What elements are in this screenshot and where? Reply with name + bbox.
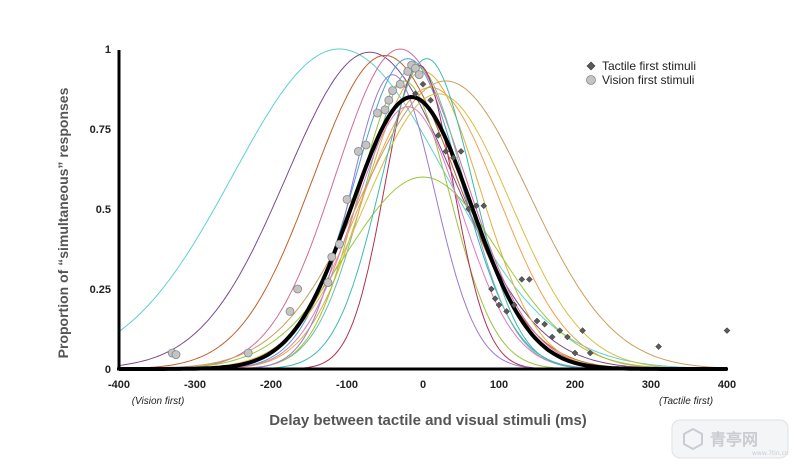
- x-tick-label: 300: [642, 379, 660, 391]
- vision-first-point: [285, 306, 295, 316]
- tactile-first-point: [427, 96, 434, 104]
- tactile-first-point: [488, 285, 495, 293]
- tactile-first-point: [518, 276, 526, 283]
- tactile-first-point: [571, 349, 579, 357]
- tactile-first-point: [434, 132, 442, 139]
- subject-fit-curve-7: [119, 70, 727, 370]
- subject-fit-curve-2: [118, 51, 727, 370]
- tactile-first-point: [586, 349, 594, 357]
- y-tick-label: 0: [105, 364, 111, 376]
- vision-first-point: [327, 252, 337, 262]
- mean-fit-curve: [119, 94, 727, 371]
- legend-label-vision: Vision first stimuli: [602, 73, 694, 87]
- watermark-logo-icon: [683, 427, 703, 451]
- tactile-first-point: [510, 301, 518, 309]
- data-points: [167, 60, 731, 360]
- legend-circle-marker: [586, 75, 596, 85]
- vision-first-point: [403, 67, 413, 76]
- watermark: 青亭网 www.7tin.cn: [671, 419, 789, 459]
- x-tick-label: -300: [184, 379, 206, 391]
- x-tick-label: -100: [336, 379, 358, 391]
- vision-first-point: [323, 278, 333, 288]
- x-tick-label: 200: [566, 379, 584, 391]
- y-tick-label: 0.75: [90, 124, 111, 136]
- x-tick-label: -400: [108, 379, 130, 391]
- tactile-first-point: [472, 202, 480, 210]
- vision-first-point: [410, 63, 420, 73]
- legend: Tactile first stimuli Vision first stimu…: [586, 59, 696, 87]
- tactile-first-point: [465, 205, 472, 213]
- x-tick-label: 0: [420, 379, 426, 391]
- vision-first-point: [384, 95, 394, 105]
- x-tick-label: 100: [490, 379, 508, 391]
- watermark-badge: [671, 419, 789, 459]
- vision-first-point: [334, 239, 344, 249]
- subject-fit-curve-11: [119, 93, 727, 370]
- tactile-first-point: [412, 90, 419, 98]
- y-axis-title: Proportion of “simultaneous” responses: [55, 87, 71, 358]
- watermark-url: www.7tin.cn: [752, 450, 789, 457]
- tactile-first-point: [480, 202, 488, 210]
- tactile-first-point: [457, 148, 465, 155]
- legend-label-tactile: Tactile first stimuli: [602, 59, 696, 73]
- subject-fit-curve-8: [119, 80, 727, 370]
- tactile-first-point: [526, 276, 533, 283]
- x-tick-label: -200: [260, 379, 282, 391]
- subject-fit-curve-14: [119, 106, 727, 370]
- tactile-first-note: (Tactile first): [659, 396, 713, 407]
- tactile-first-point: [495, 301, 503, 309]
- tactile-first-point: [491, 295, 499, 302]
- tactile-first-point: [723, 327, 731, 334]
- tactile-first-point: [541, 320, 548, 328]
- vision-first-point: [293, 284, 303, 294]
- vision-first-point: [342, 194, 352, 204]
- vision-first-point: [388, 86, 398, 95]
- y-tick-label: 1: [105, 44, 111, 56]
- fit-curves: [118, 48, 728, 371]
- y-tick-label: 0.25: [90, 284, 111, 296]
- vision-first-point: [395, 79, 405, 89]
- vision-first-point: [171, 350, 181, 360]
- vision-first-point: [243, 348, 253, 358]
- tactile-first-point: [579, 327, 586, 334]
- x-tick-label: 400: [718, 379, 736, 391]
- subject-fit-curve-9: [119, 87, 727, 370]
- watermark-text: 青亭网: [710, 430, 758, 449]
- vision-first-point: [414, 70, 424, 79]
- tactile-first-point: [556, 327, 564, 334]
- tactile-first-point: [564, 333, 571, 341]
- subject-fit-curve-13: [119, 176, 727, 370]
- vision-first-point: [353, 146, 363, 156]
- tactile-first-point: [442, 148, 450, 155]
- tactile-first-point: [533, 317, 541, 325]
- x-axis-title: Delay between tactile and visual stimuli…: [269, 412, 587, 429]
- vision-first-note: (Vision first): [132, 396, 185, 407]
- tactile-first-point: [450, 154, 457, 162]
- y-tick-labels: 0 0.25 0.5 0.75 1: [90, 44, 111, 376]
- tactile-first-point: [548, 333, 556, 341]
- subject-fit-curve-16: [118, 80, 728, 370]
- subject-fit-curve-1: [118, 48, 728, 370]
- vision-first-point: [380, 105, 390, 115]
- vision-first-point: [361, 140, 371, 150]
- vision-first-point: [372, 108, 382, 118]
- subject-fit-curve-12: [119, 74, 727, 370]
- tactile-first-point: [419, 80, 427, 88]
- legend-diamond-marker: [586, 61, 596, 71]
- y-tick-label: 0.5: [96, 204, 111, 216]
- tactile-first-point: [655, 343, 662, 350]
- x-tick-labels: -400 -300 -200 -100 0 100 200 300 400: [108, 379, 736, 391]
- tactile-first-point: [503, 308, 510, 315]
